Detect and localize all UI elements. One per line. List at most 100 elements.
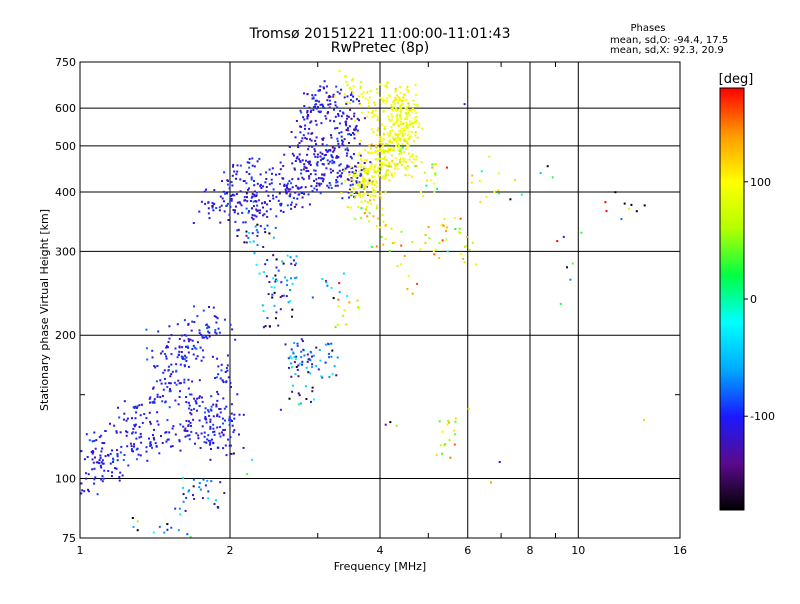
data-point: [332, 297, 335, 300]
data-point: [193, 397, 196, 400]
data-point: [109, 462, 112, 465]
data-point: [288, 397, 291, 400]
data-point: [397, 145, 400, 148]
data-point: [184, 435, 187, 438]
data-point: [333, 147, 336, 150]
data-point: [118, 416, 121, 419]
data-point: [263, 201, 266, 204]
data-point: [183, 429, 186, 432]
data-point: [301, 340, 304, 343]
data-point: [460, 253, 463, 255]
data-point: [94, 476, 97, 479]
data-point: [343, 138, 346, 141]
data-point: [204, 407, 207, 410]
data-point: [363, 212, 366, 215]
data-point: [145, 417, 148, 420]
data-point: [333, 160, 335, 163]
data-point: [223, 407, 226, 410]
data-point: [295, 255, 298, 258]
data-point: [112, 458, 115, 461]
data-point: [198, 379, 201, 382]
data-point: [411, 107, 414, 110]
data-point: [427, 226, 430, 229]
data-point: [384, 237, 387, 240]
data-point: [228, 417, 231, 420]
data-point: [190, 329, 193, 332]
data-point: [208, 217, 211, 220]
data-point: [133, 425, 136, 428]
data-point: [372, 168, 375, 171]
data-point: [180, 334, 183, 337]
data-point: [169, 388, 171, 391]
data-point: [351, 171, 354, 174]
data-point: [406, 145, 409, 147]
data-point: [354, 183, 357, 186]
data-point: [185, 419, 188, 422]
data-point: [342, 272, 345, 275]
data-point: [187, 378, 190, 381]
data-point: [395, 144, 398, 147]
data-point: [405, 123, 408, 126]
data-point: [175, 363, 178, 366]
data-point: [520, 193, 523, 196]
data-point: [99, 456, 102, 459]
data-point: [210, 480, 213, 483]
data-point: [162, 371, 165, 374]
data-point: [341, 168, 344, 171]
data-point: [213, 430, 216, 433]
data-point: [375, 181, 378, 184]
data-point: [468, 249, 471, 251]
data-point: [336, 184, 339, 187]
data-point: [310, 400, 312, 403]
data-point: [262, 310, 265, 312]
data-point: [359, 172, 362, 175]
data-point: [156, 395, 159, 398]
data-point: [367, 151, 370, 154]
data-point: [212, 415, 215, 418]
data-point: [251, 164, 254, 167]
data-point: [315, 365, 318, 367]
data-point: [290, 375, 293, 378]
data-point: [206, 479, 209, 482]
data-point: [404, 174, 407, 177]
data-point: [188, 407, 191, 410]
data-point: [284, 276, 286, 279]
data-point: [171, 370, 174, 373]
data-point: [168, 406, 171, 409]
data-point: [389, 421, 392, 424]
data-point: [210, 395, 213, 398]
data-point: [408, 136, 411, 139]
data-point: [342, 144, 345, 147]
data-point: [153, 438, 156, 441]
data-point: [231, 424, 234, 427]
data-point: [253, 165, 256, 168]
data-point: [125, 419, 128, 422]
data-point: [305, 398, 308, 400]
data-point: [331, 162, 334, 165]
data-point: [372, 131, 375, 134]
data-point: [311, 355, 313, 358]
data-point: [399, 123, 402, 126]
data-point: [412, 126, 415, 128]
data-point: [166, 438, 169, 441]
data-point: [366, 205, 368, 208]
data-point: [153, 398, 156, 401]
data-point: [310, 120, 313, 123]
data-point: [379, 162, 382, 165]
data-point: [293, 167, 296, 170]
data-point: [400, 127, 403, 130]
data-point: [193, 497, 196, 500]
data-point: [289, 289, 292, 291]
data-point: [297, 375, 300, 378]
data-point: [236, 201, 239, 204]
data-point: [333, 108, 335, 111]
data-point: [394, 89, 397, 92]
data-point: [370, 195, 373, 198]
data-point: [226, 354, 229, 357]
data-point: [334, 127, 337, 130]
data-point: [315, 188, 318, 191]
data-point: [246, 196, 248, 199]
data-point: [181, 357, 184, 360]
data-point: [148, 397, 151, 400]
data-point: [206, 409, 209, 412]
